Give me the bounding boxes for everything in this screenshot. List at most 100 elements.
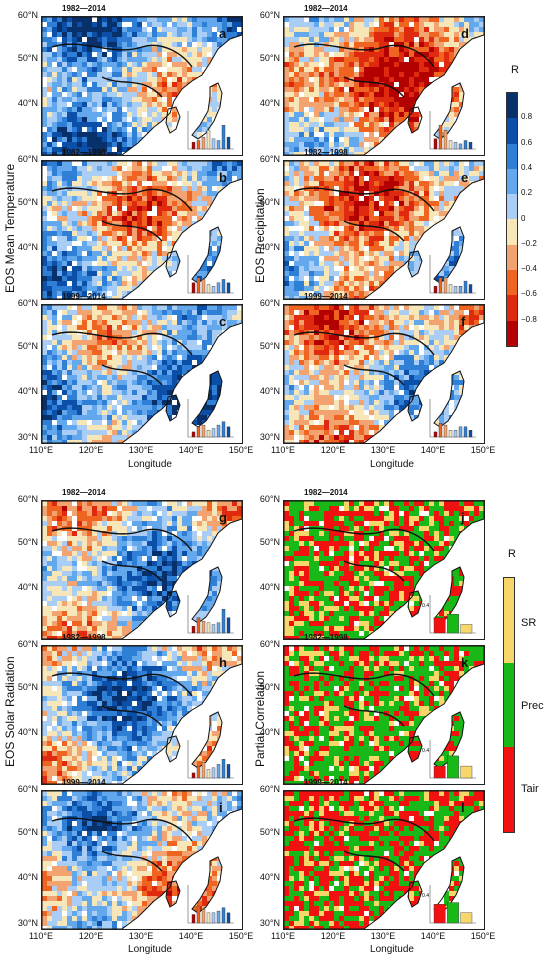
panel-letter-d: d bbox=[461, 26, 469, 41]
inset-bar-g-2 bbox=[201, 620, 206, 634]
lon-tick-f-0: 110°E bbox=[271, 445, 295, 455]
inset-bar-d-5 bbox=[458, 143, 463, 150]
lat-tick-d-2: 40°N bbox=[259, 98, 280, 109]
lon-tick-i-3: 140°E bbox=[178, 931, 204, 941]
inset-bar-h-6 bbox=[221, 759, 226, 779]
panel-period-h: 1982—1998 bbox=[62, 633, 106, 642]
inset-bar-g-4 bbox=[211, 624, 216, 634]
inset-bar-j-1 bbox=[447, 614, 459, 634]
inset-bar-c-0 bbox=[191, 431, 196, 438]
colorbar-label-sr: SR bbox=[521, 617, 537, 629]
panel-letter-f: f bbox=[461, 314, 466, 329]
panel-period-d: 1982—2014 bbox=[304, 4, 348, 13]
map-svg-i bbox=[42, 791, 242, 929]
map-panel-i bbox=[41, 790, 243, 930]
panel-letter-j: j bbox=[461, 510, 465, 525]
inset-bar-e-7 bbox=[468, 284, 473, 294]
lat-tick-l-0: 60°N bbox=[259, 784, 280, 794]
map-svg-j: 0.4 bbox=[284, 501, 484, 639]
inset-tick-j: 0.4 bbox=[422, 603, 429, 609]
inset-bar-a-0 bbox=[191, 141, 196, 150]
row-label-mean-temperature: EOS Mean Temperature bbox=[3, 163, 17, 293]
lat-tick-h-0: 60°N bbox=[17, 639, 38, 649]
lon-tick-c-2: 130°E bbox=[128, 445, 154, 455]
map-svg-h bbox=[42, 646, 242, 784]
panel-period-e: 1982—1998 bbox=[304, 148, 348, 157]
coastline-f-2 bbox=[407, 394, 423, 422]
inset-bar-h-3 bbox=[206, 769, 211, 779]
lon-tick-i-4: 150°E bbox=[228, 931, 254, 941]
x-axis-label-top-right: Longitude bbox=[370, 459, 414, 470]
coastline-a-1 bbox=[191, 82, 223, 140]
lon-tick-f-2: 130°E bbox=[370, 445, 396, 455]
lon-tick-l-2: 130°E bbox=[370, 931, 396, 941]
border-k bbox=[293, 672, 435, 727]
map-svg-d bbox=[284, 17, 484, 155]
panel-period-b: 1982—1998 bbox=[62, 148, 106, 157]
colorbar-top-segment-4 bbox=[507, 194, 517, 220]
inset-bar-f-1 bbox=[438, 423, 443, 438]
lat-tick-a-0: 60°N bbox=[17, 10, 38, 20]
lat-tick-l-3: 30°N bbox=[259, 917, 280, 928]
inset-bar-c-2 bbox=[201, 424, 206, 438]
inset-bar-h-7 bbox=[226, 764, 231, 779]
colorbar-top bbox=[506, 92, 518, 347]
lat-tick-j-1: 50°N bbox=[259, 536, 280, 547]
inset-bar-f-3 bbox=[448, 429, 453, 438]
inset-bar-j-0 bbox=[433, 617, 446, 634]
lat-tick-k-0: 60°N bbox=[259, 639, 280, 649]
colorbar-top-segment-9 bbox=[507, 320, 517, 346]
lat-tick-k-1: 50°N bbox=[259, 681, 280, 692]
inset-bar-k-1 bbox=[447, 755, 459, 779]
coastline-c-1 bbox=[191, 370, 223, 428]
lon-tick-f-3: 140°E bbox=[420, 445, 446, 455]
colorbar-top-tick-4: 0 bbox=[521, 213, 526, 223]
inset-bar-e-2 bbox=[443, 277, 448, 294]
panel-letter-i: i bbox=[219, 800, 223, 815]
row-label-partial-correlation: Partial Correlation bbox=[253, 670, 267, 767]
inset-bar-a-1 bbox=[196, 140, 201, 150]
panel-period-a: 1982—2014 bbox=[62, 4, 106, 13]
lon-tick-l-1: 120°E bbox=[320, 931, 346, 941]
inset-bar-e-0 bbox=[433, 285, 438, 294]
lat-tick-h-1: 50°N bbox=[17, 681, 38, 692]
map-svg-g bbox=[42, 501, 242, 639]
inset-bar-a-3 bbox=[206, 130, 211, 150]
border-j bbox=[293, 527, 435, 582]
row-label-solar-radiation: EOS Solar Radiation bbox=[3, 656, 17, 767]
inset-bar-d-0 bbox=[433, 138, 438, 150]
inset-bar-i-5 bbox=[216, 910, 221, 924]
lat-tick-c-1: 50°N bbox=[17, 340, 38, 351]
inset-tick-l: 0.4 bbox=[422, 893, 429, 899]
inset-bar-c-6 bbox=[221, 421, 226, 438]
inset-bar-e-3 bbox=[448, 284, 453, 294]
border-g bbox=[51, 527, 193, 582]
map-svg-l: 0.4 bbox=[284, 791, 484, 929]
x-axis-label-bottom-right: Longitude bbox=[370, 944, 414, 955]
colorbar-top-segment-3 bbox=[507, 168, 517, 195]
inset-bar-c-3 bbox=[206, 429, 211, 438]
lon-tick-i-0: 110°E bbox=[29, 931, 53, 941]
lat-tick-j-2: 40°N bbox=[259, 582, 280, 593]
coastline-g-2 bbox=[165, 590, 181, 618]
panel-letter-e: e bbox=[461, 170, 469, 185]
border-b bbox=[51, 187, 193, 242]
colorbar-top-segment-1 bbox=[507, 118, 517, 144]
lat-tick-h-2: 40°N bbox=[17, 727, 38, 738]
colorbar-top-segment-6 bbox=[507, 244, 517, 271]
lon-tick-l-4: 150°E bbox=[470, 931, 496, 941]
panel-letter-h: h bbox=[219, 655, 227, 670]
coastline-c-2 bbox=[165, 394, 181, 422]
colorbar-bottom-segment-tair bbox=[504, 747, 514, 832]
colorbar-bottom-segment-prec bbox=[504, 662, 514, 748]
panel-period-i: 1999—2014 bbox=[62, 778, 106, 787]
x-axis-label-top-left: Longitude bbox=[128, 459, 172, 470]
lat-tick-d-0: 60°N bbox=[259, 10, 280, 20]
colorbar-top-tick-7: −0.6 bbox=[521, 289, 537, 299]
row-label-precipitation: EOS Precipitation bbox=[253, 188, 267, 283]
panel-period-j: 1982—2014 bbox=[304, 488, 348, 497]
inset-bar-f-2 bbox=[443, 424, 448, 438]
inset-bar-b-2 bbox=[201, 279, 206, 294]
inset-bar-f-4 bbox=[453, 429, 458, 438]
lat-tick-g-0: 60°N bbox=[17, 494, 38, 504]
